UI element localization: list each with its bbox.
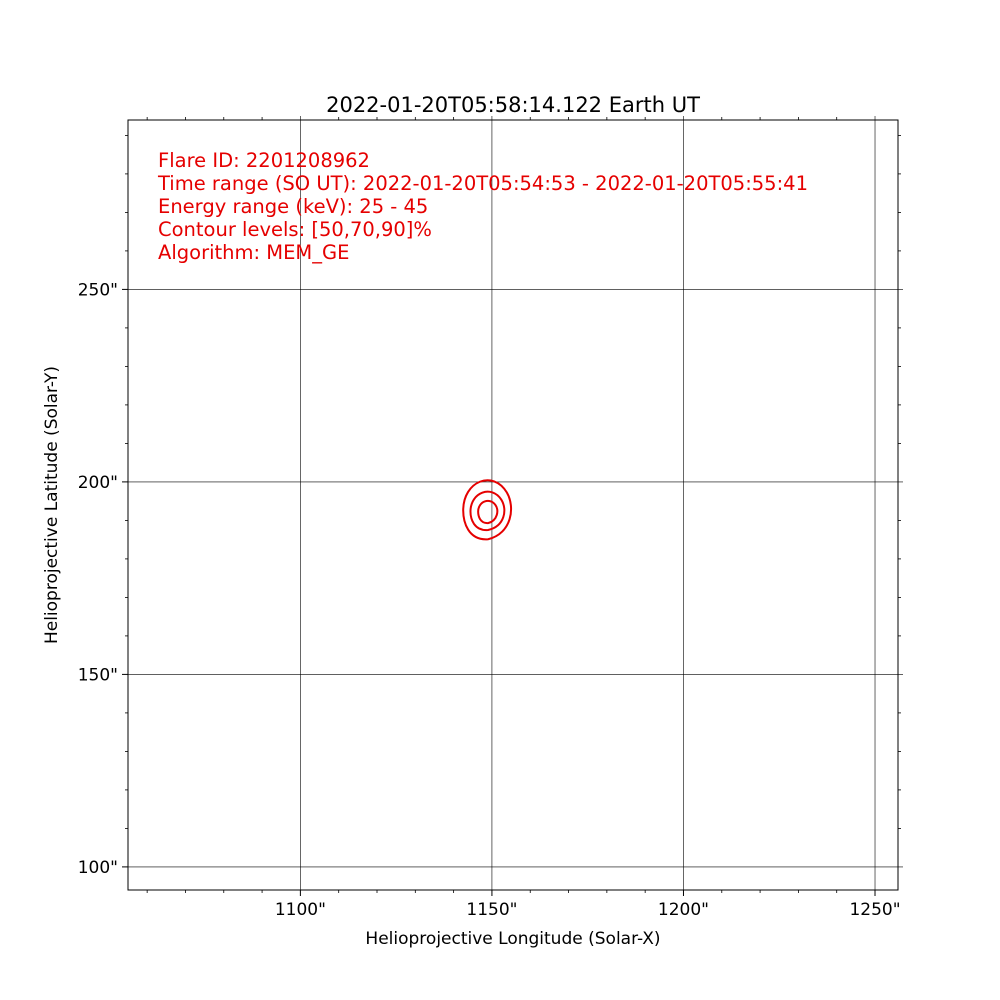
x-axis-label: Helioprojective Longitude (Solar-X)	[365, 929, 660, 949]
y-tick-label: 150"	[78, 665, 118, 685]
x-tick-label: 1100"	[275, 900, 326, 920]
annotation-line: Contour levels: [50,70,90]%	[158, 218, 432, 241]
contour-lines	[462, 479, 513, 541]
annotation-line: Energy range (keV): 25 - 45	[158, 195, 428, 218]
x-tick-label: 1200"	[658, 900, 709, 920]
y-tick-label: 100"	[78, 858, 118, 878]
y-axis-label: Helioprojective Latitude (Solar-Y)	[42, 366, 62, 644]
annotation-line: Algorithm: MEM_GE	[158, 241, 349, 264]
y-tick-label: 250"	[78, 280, 118, 300]
contour-50-percent	[462, 479, 513, 541]
annotation-line: Time range (SO UT): 2022-01-20T05:54:53 …	[157, 172, 808, 195]
contour-70-percent	[469, 490, 506, 532]
y-tick-label: 200"	[78, 473, 118, 493]
plot-frame	[127, 119, 899, 891]
axis-ticks: 1100" 1150" 1200" 1250" 100" 150" 200" 250"	[78, 117, 901, 920]
x-tick-label: 1250"	[849, 900, 900, 920]
annotation-line: Flare ID: 2201208962	[158, 149, 370, 172]
contour-90-percent	[477, 499, 499, 525]
grid-lines	[128, 116, 903, 890]
x-tick-label: 1150"	[466, 900, 517, 920]
chart-title: 2022-01-20T05:58:14.122 Earth UT	[326, 93, 700, 117]
